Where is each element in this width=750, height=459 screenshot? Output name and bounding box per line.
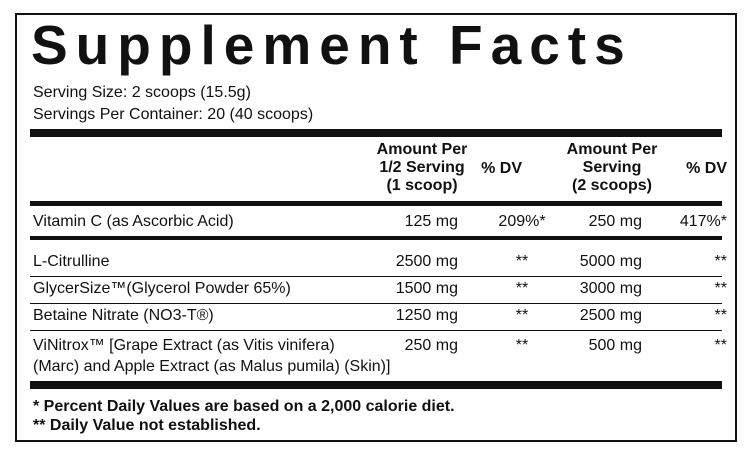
divider <box>30 129 722 137</box>
amount: 1250 mg <box>395 307 458 324</box>
amount: 1500 mg <box>395 280 458 297</box>
label-title: Supplement Facts <box>31 14 633 76</box>
footnote: ** Daily Value not established. <box>33 417 261 434</box>
amount: 250 mg <box>404 337 458 354</box>
daily-value: ** <box>714 307 727 324</box>
nutrient-name: Betaine Nitrate (NO3-T®) <box>33 307 214 324</box>
column-header: 1/2 Serving <box>379 159 465 176</box>
amount: 250 mg <box>588 213 642 230</box>
row-line <box>30 276 722 277</box>
amount: 500 mg <box>588 337 642 354</box>
amount: 3000 mg <box>579 280 642 297</box>
nutrient-name: Vitamin C (as Ascorbic Acid) <box>33 213 234 230</box>
daily-value: ** <box>714 280 727 297</box>
row-line <box>30 303 722 304</box>
column-header: Serving <box>582 159 642 176</box>
label-border <box>15 13 737 442</box>
daily-value: ** <box>515 337 529 354</box>
column-header: (1 scoop) <box>386 177 458 194</box>
amount: 5000 mg <box>579 253 642 270</box>
amount: 2500 mg <box>579 307 642 324</box>
divider <box>30 201 722 206</box>
amount: 125 mg <box>404 213 458 230</box>
amount: 2500 mg <box>395 253 458 270</box>
servings-per-container: Servings Per Container: 20 (40 scoops) <box>33 106 314 123</box>
daily-value: ** <box>515 280 529 297</box>
daily-value: ** <box>714 253 727 270</box>
daily-value: ** <box>515 253 529 270</box>
nutrient-name: GlycerSize™(Glycerol Powder 65%) <box>33 280 291 297</box>
footnote: * Percent Daily Values are based on a 2,… <box>33 398 455 415</box>
serving-size: Serving Size: 2 scoops (15.5g) <box>33 84 251 101</box>
nutrient-name: L-Citrulline <box>33 253 110 270</box>
row-line <box>30 330 722 331</box>
daily-value: ** <box>515 307 529 324</box>
nutrient-name: ViNitrox™ [Grape Extract (as Vitis vinif… <box>33 337 335 354</box>
divider <box>30 381 722 389</box>
nutrient-name: (Marc) and Apple Extract (as Malus pumil… <box>33 358 391 375</box>
column-header: Amount Per <box>376 141 468 158</box>
column-header: % DV <box>481 160 522 177</box>
daily-value: 417%* <box>679 213 727 230</box>
daily-value: 209%* <box>498 213 546 230</box>
daily-value: ** <box>714 337 727 354</box>
column-header: (2 scoops) <box>571 177 652 194</box>
divider <box>30 236 722 240</box>
column-header: % DV <box>686 160 727 177</box>
column-header: Amount Per <box>566 141 658 158</box>
